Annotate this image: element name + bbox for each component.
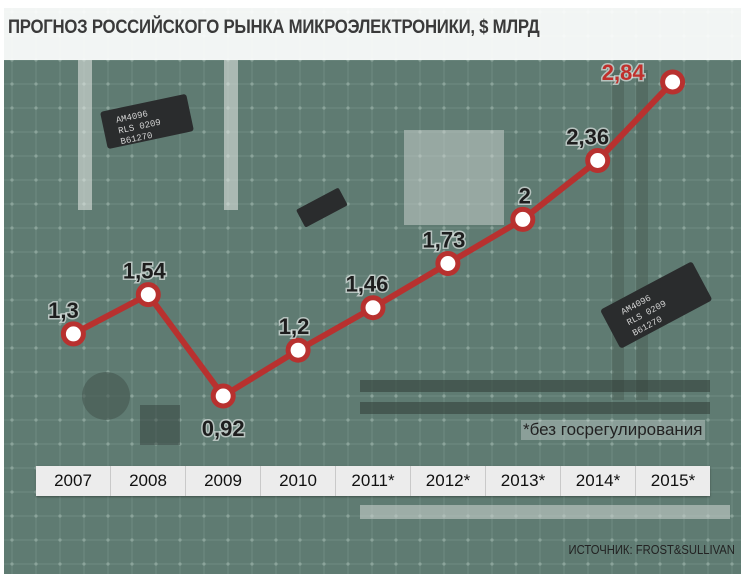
series-layer: 1,3 1,54 0,92 1,2 1,46 1,73 2 2,36 2,84 <box>47 59 686 443</box>
x-axis: 2007 2008 2009 2010 2011* 2012* 2013* 2014* 2015… <box>36 466 710 496</box>
source-credit: ИСТОЧНИК: FROST&SULLIVAN <box>568 543 735 557</box>
data-value-label: 1,54 <box>123 259 167 284</box>
data-point-marker <box>435 251 461 276</box>
data-value-label: 2 <box>519 183 531 208</box>
x-tick-label: 2011* <box>336 466 411 496</box>
x-tick-label: 2010 <box>261 466 336 496</box>
x-tick-label: 2007 <box>36 466 111 496</box>
data-point-marker <box>285 337 311 363</box>
data-point-marker <box>660 69 686 95</box>
data-value-label: 1,2 <box>279 314 310 339</box>
x-tick-label: 2012* <box>411 466 486 496</box>
x-tick-label: 2014* <box>561 466 636 496</box>
data-value-label: 0,92 <box>202 416 245 441</box>
chip-small-center <box>296 188 348 227</box>
data-point-marker <box>585 148 611 173</box>
data-value-label: 2,84 <box>602 60 646 85</box>
data-value-label: 2,36 <box>566 125 609 150</box>
footnote: *без госрегулирования <box>521 420 705 440</box>
chip-upper-left: AM4096 RLS 0209 B61270 <box>100 94 194 149</box>
data-point-marker <box>210 383 236 409</box>
data-value-label: 1,46 <box>346 272 389 297</box>
title-band <box>4 8 741 60</box>
x-tick-label: 2008 <box>111 466 186 496</box>
data-value-label: 1,3 <box>48 298 79 323</box>
data-point-marker <box>510 206 536 232</box>
data-point-marker <box>360 295 386 321</box>
data-point-marker <box>135 282 161 308</box>
x-tick-label: 2013* <box>486 466 561 496</box>
data-point-marker <box>60 321 86 347</box>
x-tick-label: 2009 <box>186 466 261 496</box>
data-value-label: 1,73 <box>422 228 465 253</box>
x-tick-label: 2015* <box>650 471 696 490</box>
chart-title: ПРОГНОЗ РОССИЙСКОГО РЫНКА МИКРОЭЛЕКТРОНИ… <box>8 16 540 38</box>
cpu-socket <box>404 130 504 225</box>
